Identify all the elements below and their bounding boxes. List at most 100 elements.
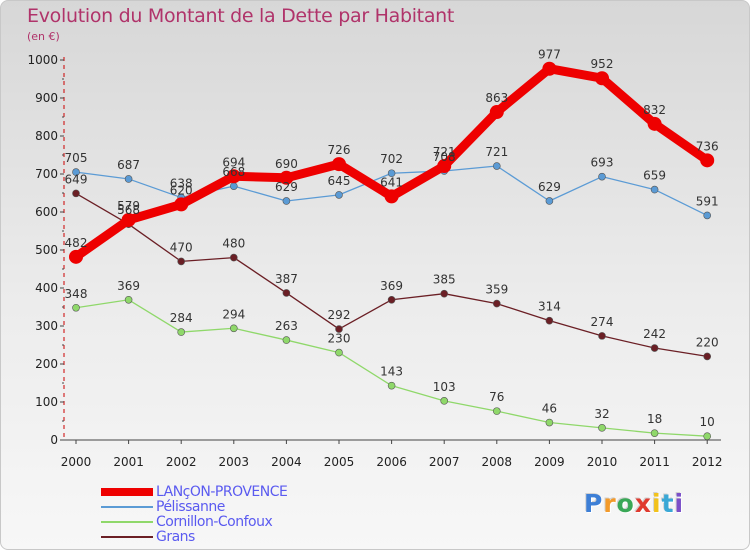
logo-letter: x xyxy=(634,489,652,518)
data-label: 294 xyxy=(222,307,245,321)
data-point xyxy=(72,168,80,176)
data-label: 220 xyxy=(696,335,719,349)
x-tick-label: 2000 xyxy=(61,455,92,469)
data-point xyxy=(282,197,291,205)
data-point xyxy=(598,424,606,432)
data-label: 32 xyxy=(594,407,609,421)
y-tick-label: 800 xyxy=(35,129,58,143)
series-line xyxy=(75,192,708,358)
data-point xyxy=(492,162,501,170)
y-tick-label: 0 xyxy=(50,433,58,447)
data-point xyxy=(72,303,80,312)
proxiti-logo: Proxiti xyxy=(584,489,684,518)
x-tick-label: 2009 xyxy=(534,455,565,469)
data-point xyxy=(335,191,343,199)
data-label: 482 xyxy=(65,236,88,250)
data-label: 314 xyxy=(538,300,561,314)
data-label: 659 xyxy=(643,169,666,183)
data-point xyxy=(282,289,291,297)
data-label: 143 xyxy=(380,365,403,379)
data-label: 690 xyxy=(275,157,298,171)
y-tick-label: 1000 xyxy=(27,53,58,67)
data-point xyxy=(650,344,659,352)
y-tick-label: 600 xyxy=(35,205,58,219)
data-point xyxy=(545,197,554,205)
data-point xyxy=(121,212,136,227)
data-point xyxy=(489,105,504,120)
data-point xyxy=(545,316,554,325)
data-label: 348 xyxy=(65,287,88,301)
data-point xyxy=(124,295,133,304)
data-point xyxy=(647,116,662,131)
logo-letter: P xyxy=(584,489,604,518)
series-lan-on-provence xyxy=(69,61,715,264)
data-label: 480 xyxy=(222,237,245,251)
legend-swatch xyxy=(101,536,153,538)
data-label: 629 xyxy=(538,180,561,194)
data-point xyxy=(69,249,83,264)
data-point xyxy=(174,197,189,212)
data-label: 46 xyxy=(542,402,557,416)
data-label: 721 xyxy=(433,145,456,159)
data-point xyxy=(387,169,396,178)
data-label: 591 xyxy=(696,194,719,208)
series-grans xyxy=(72,189,712,361)
data-label: 649 xyxy=(65,172,88,186)
data-label: 702 xyxy=(380,152,403,166)
data-label: 387 xyxy=(275,272,298,286)
data-point xyxy=(279,170,294,185)
data-point xyxy=(387,295,396,304)
x-tick-label: 2001 xyxy=(113,455,144,469)
data-point xyxy=(177,257,185,266)
legend-label: Cornillon-Confoux xyxy=(156,514,273,530)
data-point xyxy=(230,182,238,190)
data-label: 694 xyxy=(222,155,245,169)
data-label: 687 xyxy=(117,158,140,172)
y-tick-label: 200 xyxy=(35,357,58,371)
data-label: 284 xyxy=(170,311,193,325)
data-point xyxy=(703,211,712,220)
data-label: 726 xyxy=(328,143,351,157)
data-point xyxy=(492,299,501,308)
x-tick-label: 2011 xyxy=(639,455,670,469)
y-tick-label: 400 xyxy=(35,281,58,295)
data-label: 292 xyxy=(328,308,351,322)
data-label: 274 xyxy=(591,315,614,329)
x-tick-label: 2008 xyxy=(482,455,513,469)
data-label: 693 xyxy=(591,156,614,170)
x-tick-label: 2012 xyxy=(692,455,723,469)
y-tick-label: 100 xyxy=(35,395,58,409)
data-label: 369 xyxy=(380,279,403,293)
data-label: 705 xyxy=(65,151,88,165)
y-tick-label: 900 xyxy=(35,91,58,105)
data-label: 470 xyxy=(170,240,193,254)
data-label: 620 xyxy=(170,183,193,197)
x-tick-label: 2006 xyxy=(376,455,407,469)
data-label: 629 xyxy=(275,180,298,194)
legend-swatch xyxy=(101,488,153,496)
data-point xyxy=(387,381,396,390)
y-tick-label: 500 xyxy=(35,243,58,257)
data-point xyxy=(703,432,712,441)
legend-swatch xyxy=(101,506,153,508)
logo-letter: r xyxy=(603,489,617,518)
data-label: 863 xyxy=(485,91,508,105)
data-point xyxy=(598,332,606,340)
data-point xyxy=(703,352,712,361)
data-label: 103 xyxy=(433,380,456,394)
logo-letter: t xyxy=(661,489,675,518)
logo-letter: o xyxy=(616,489,635,518)
legend-label: LANçON-PROVENCE xyxy=(156,484,288,500)
data-label: 263 xyxy=(275,319,298,333)
x-tick-label: 2007 xyxy=(429,455,460,469)
data-point xyxy=(226,169,241,184)
x-tick-label: 2003 xyxy=(219,455,250,469)
axes: 0 100 200 300 400 500 600 700 800 900 1000 2000 2001… xyxy=(27,53,722,469)
x-tick-label: 2010 xyxy=(587,455,618,469)
series-cornillon-confoux xyxy=(72,295,712,441)
data-label: 230 xyxy=(328,332,351,346)
data-label: 641 xyxy=(380,175,403,189)
